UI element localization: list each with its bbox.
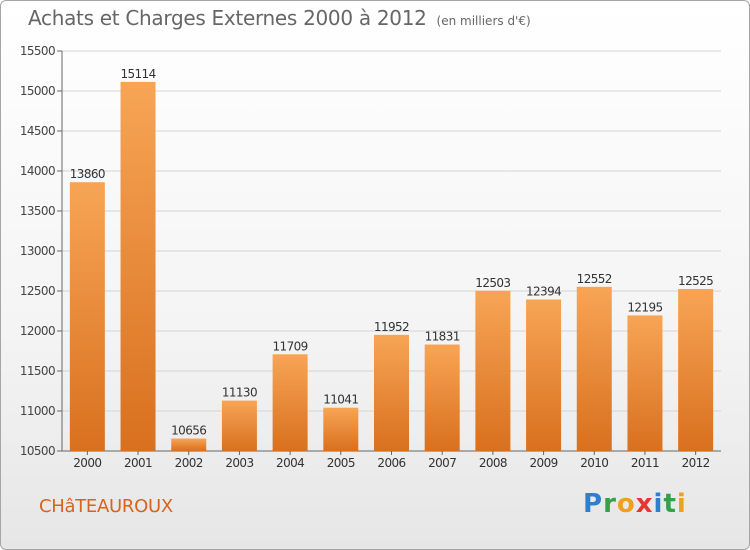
x-tick-label: 2008 <box>479 456 507 470</box>
x-tick-label: 2000 <box>73 456 101 470</box>
logo-letter: t <box>663 489 677 519</box>
value-label: 11041 <box>323 393 358 407</box>
value-label: 12552 <box>577 272 612 286</box>
bar <box>120 81 156 451</box>
y-tick-label: 13500 <box>20 204 55 218</box>
y-tick-label: 10500 <box>20 444 55 458</box>
x-tick-label: 2011 <box>631 456 659 470</box>
bars <box>69 81 714 451</box>
logo-letter: o <box>616 489 636 519</box>
value-label: 13860 <box>70 167 105 181</box>
bar <box>678 289 714 451</box>
proxiti-logo: Proxiti <box>583 489 687 519</box>
x-tick-label: 2006 <box>377 456 405 470</box>
data-labels: 13860 15114 10656 11130 11709 11041 11952 11831… <box>70 67 714 438</box>
logo-letter: P <box>583 489 604 519</box>
value-label: 15114 <box>120 67 155 81</box>
bar <box>272 354 308 451</box>
y-tick-label: 14500 <box>20 124 55 138</box>
y-tick-label: 11500 <box>20 364 55 378</box>
x-tick-label: 2001 <box>124 456 152 470</box>
bar <box>526 299 562 451</box>
bar <box>171 438 207 451</box>
x-tick-label: 2009 <box>530 456 558 470</box>
value-label: 11952 <box>374 320 409 334</box>
x-tick-label: 2005 <box>327 456 355 470</box>
bar <box>323 407 359 451</box>
value-label: 12503 <box>475 276 510 290</box>
bar <box>69 182 105 451</box>
value-label: 11831 <box>425 330 460 344</box>
x-tick-label: 2007 <box>428 456 456 470</box>
x-tick-label: 2012 <box>682 456 710 470</box>
city-name: CHâTEAUROUX <box>39 496 173 517</box>
value-label: 12394 <box>526 284 561 298</box>
y-tick-label: 15500 <box>20 44 55 58</box>
y-tick-label: 11000 <box>20 404 55 418</box>
y-tick-label: 14000 <box>20 164 55 178</box>
value-label: 12195 <box>627 300 662 314</box>
x-tick-label: 2010 <box>580 456 608 470</box>
chart-title-main: Achats et Charges Externes 2000 à 2012 <box>28 6 427 30</box>
bar <box>374 334 409 451</box>
logo-letter: i <box>676 489 687 519</box>
y-tick-label: 13000 <box>20 244 55 258</box>
y-tick-label: 12000 <box>20 324 55 338</box>
logo-letter: r <box>603 489 617 519</box>
bar <box>424 344 460 451</box>
bar <box>576 286 612 451</box>
value-label: 12525 <box>678 274 713 288</box>
x-tick-label: 2004 <box>276 456 304 470</box>
x-tick-label: 2002 <box>175 456 203 470</box>
logo-letter: x <box>635 489 654 519</box>
logo-letter: i <box>653 489 664 519</box>
bar <box>627 315 663 451</box>
value-label: 11709 <box>273 339 308 353</box>
value-label: 11130 <box>222 386 257 400</box>
chart-title: Achats et Charges Externes 2000 à 2012 (e… <box>28 6 531 30</box>
chart-title-unit: (en milliers d'€) <box>436 14 531 28</box>
bar <box>221 400 257 451</box>
y-tick-label: 12500 <box>20 284 55 298</box>
value-label: 10656 <box>171 424 206 438</box>
y-tick-label: 15000 <box>20 84 55 98</box>
x-tick-label: 2003 <box>225 456 253 470</box>
bar <box>475 290 511 451</box>
